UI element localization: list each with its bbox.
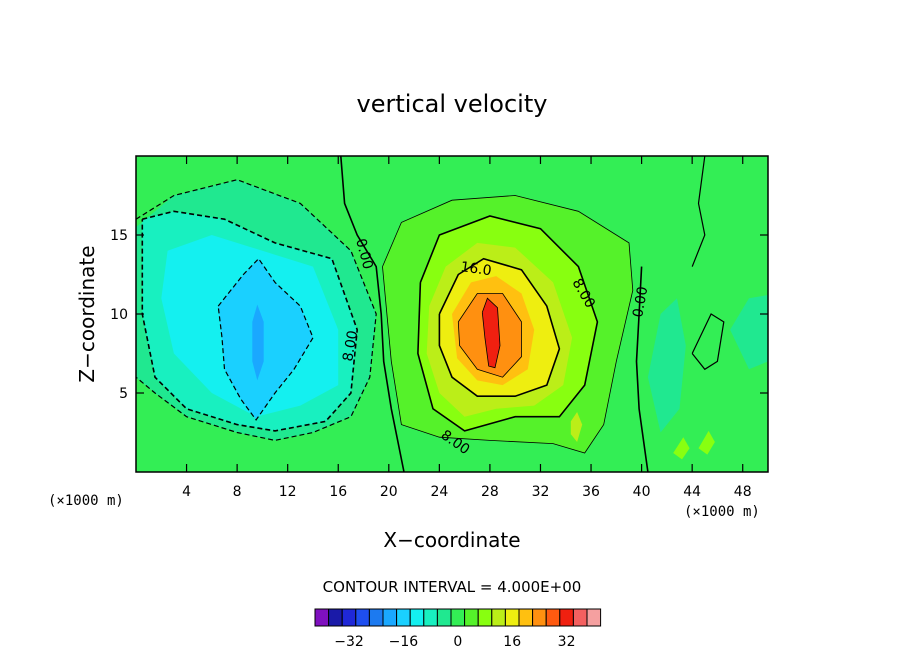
field-region	[647, 298, 686, 433]
colorbar-swatch	[477, 608, 493, 627]
x-axis-ticks: 4 8 12 16 20 24 28 32 36 40 44 48	[182, 156, 752, 500]
contour-interval-text: CONTOUR INTERVAL = 4.000E+00	[323, 578, 582, 596]
y-axis-ticks: 5 10 15	[110, 228, 768, 402]
colorbar-tick-label: −32	[334, 634, 364, 650]
contour-line	[340, 156, 405, 472]
field-region	[252, 304, 264, 381]
contour-line	[417, 215, 599, 432]
colorbar-swatch	[504, 608, 520, 627]
colorbar-swatch	[586, 608, 602, 627]
y-tick-label: 15	[110, 228, 128, 244]
colorbar-swatch	[382, 608, 398, 627]
contour-lines	[136, 156, 725, 472]
colorbar-swatch	[532, 608, 547, 627]
colorbar-swatch	[409, 608, 425, 627]
colorbar-swatch	[341, 608, 357, 627]
colorbar-swatch	[450, 608, 466, 627]
x-tick-label: 12	[279, 484, 297, 500]
x-unit-right: (×1000 m)	[684, 504, 760, 520]
x-unit-left: (×1000 m)	[48, 493, 124, 509]
colorbar-swatch	[572, 608, 588, 627]
contour-line	[141, 210, 359, 432]
colorbar-swatch	[396, 608, 411, 627]
contour-label: 0.00	[352, 237, 376, 271]
contour-line	[217, 257, 314, 421]
colorbar-swatch	[518, 608, 534, 627]
colorbar-swatch	[559, 608, 574, 627]
chart-title: vertical velocity	[357, 90, 548, 118]
colorbar-swatch	[423, 608, 438, 627]
contour-line	[136, 179, 377, 442]
field-region	[698, 430, 715, 455]
field-region	[570, 412, 583, 442]
x-axis-label: X−coordinate	[383, 528, 520, 552]
x-tick-label: 24	[430, 484, 448, 500]
x-tick-label: 40	[633, 484, 651, 500]
contour-field	[136, 156, 768, 472]
colorbar-tick-labels: −32 −16 0 16 32	[334, 634, 575, 650]
colorbar-tick-label: 32	[558, 634, 576, 650]
colorbar-swatch	[355, 608, 370, 627]
x-tick-label: 8	[233, 484, 242, 500]
field-region	[673, 437, 690, 460]
x-tick-label: 32	[532, 484, 550, 500]
contour-label: 8.00	[340, 329, 361, 362]
y-tick-label: 10	[110, 307, 128, 323]
contour-line	[691, 156, 706, 267]
y-axis-label: Z−coordinate	[75, 245, 99, 382]
colorbar-swatch	[464, 608, 479, 627]
x-tick-label: 28	[481, 484, 499, 500]
colorbar-swatch	[328, 608, 343, 627]
field-region	[730, 295, 768, 370]
contour-line	[481, 297, 501, 369]
x-tick-label: 48	[734, 484, 752, 500]
colorbar-swatch	[436, 608, 452, 627]
contour-line	[635, 266, 649, 472]
contour-line	[438, 257, 561, 397]
colorbar-swatch	[491, 608, 506, 627]
contour-line	[382, 195, 634, 454]
colorbar-tick-label: 16	[503, 634, 521, 650]
colorbar-swatch	[368, 608, 384, 627]
contour-label: 0.00	[630, 285, 651, 318]
x-tick-label: 16	[329, 484, 347, 500]
colorbar-tick-label: −16	[389, 634, 419, 650]
contour-line	[691, 313, 725, 371]
x-tick-label: 4	[182, 484, 191, 500]
colorbar-swatch	[314, 608, 330, 627]
contour-label: 16.0	[459, 259, 492, 279]
y-tick-label: 5	[119, 386, 128, 402]
colorbar-tick-label: 0	[453, 634, 462, 650]
x-tick-label: 20	[380, 484, 398, 500]
field-region	[218, 258, 313, 420]
contour-line	[457, 293, 522, 378]
colorbar	[314, 608, 602, 627]
colorbar-swatch	[545, 608, 561, 627]
x-tick-label: 36	[582, 484, 600, 500]
x-tick-label: 44	[683, 484, 701, 500]
